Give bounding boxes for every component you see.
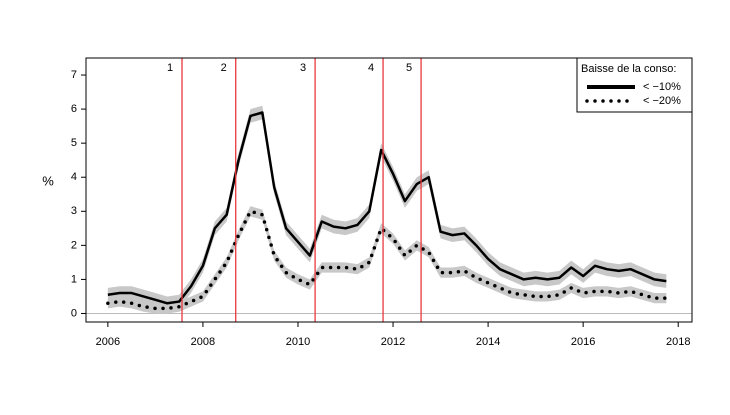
legend-label: < −10% — [643, 81, 681, 93]
event-label: 4 — [368, 62, 374, 74]
confidence-band — [107, 206, 667, 314]
x-tick-label: 2012 — [381, 336, 405, 348]
y-tick-label: 5 — [71, 137, 77, 149]
legend-label: < −20% — [643, 95, 681, 107]
x-tick-label: 2010 — [286, 336, 310, 348]
legend-title: Baisse de la conso: — [581, 63, 676, 75]
x-tick-label: 2018 — [666, 336, 690, 348]
x-tick-label: 2014 — [476, 336, 500, 348]
y-axis-label: % — [42, 173, 54, 188]
series-line — [107, 111, 667, 305]
event-label: 2 — [221, 62, 227, 74]
y-tick-label: 0 — [71, 307, 77, 319]
y-tick-label: 1 — [71, 273, 77, 285]
confidence-band — [107, 105, 667, 311]
x-tick-label: 2006 — [96, 336, 120, 348]
series-line — [106, 209, 669, 311]
y-tick-label: 4 — [71, 171, 77, 183]
y-tick-label: 3 — [71, 205, 77, 217]
y-tick-label: 7 — [71, 69, 77, 81]
event-label: 5 — [406, 62, 412, 74]
y-tick-label: 6 — [71, 103, 77, 115]
plot-frame — [85, 57, 693, 323]
event-label: 1 — [167, 62, 173, 74]
y-tick-label: 2 — [71, 239, 77, 251]
x-tick-label: 2016 — [571, 336, 595, 348]
x-tick-label: 2008 — [191, 336, 215, 348]
event-label: 3 — [300, 62, 306, 74]
